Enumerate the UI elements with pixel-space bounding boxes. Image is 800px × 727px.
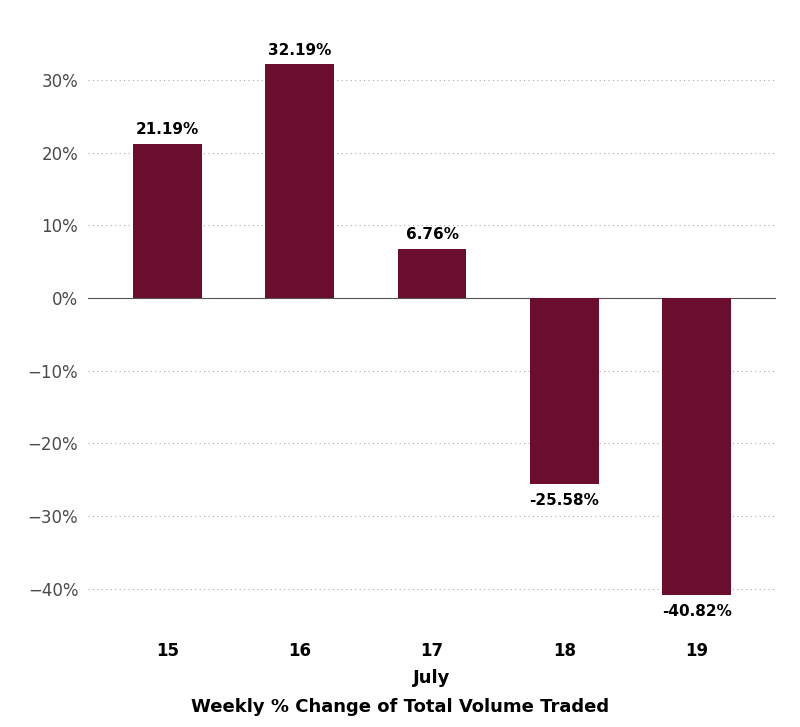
X-axis label: July: July — [414, 669, 450, 686]
Text: Weekly % Change of Total Volume Traded: Weekly % Change of Total Volume Traded — [191, 698, 609, 716]
Text: -25.58%: -25.58% — [530, 493, 599, 507]
Text: 32.19%: 32.19% — [268, 42, 331, 57]
Text: 6.76%: 6.76% — [406, 228, 458, 242]
Text: -40.82%: -40.82% — [662, 603, 731, 619]
Text: 21.19%: 21.19% — [136, 122, 199, 137]
Bar — [266, 64, 334, 298]
Bar — [662, 298, 731, 595]
Bar — [530, 298, 598, 484]
Bar — [133, 144, 202, 298]
Bar — [398, 249, 466, 298]
